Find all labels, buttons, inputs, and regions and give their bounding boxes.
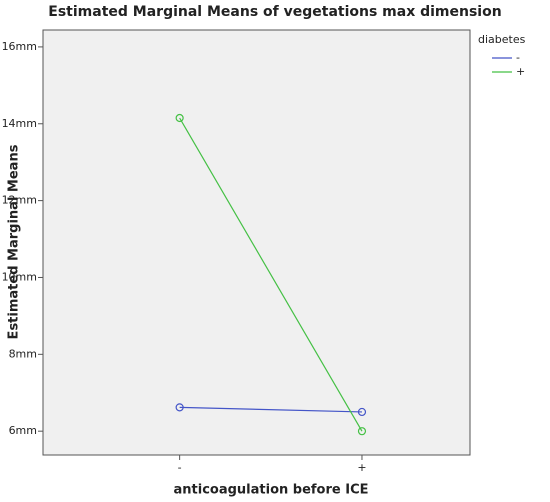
series-line [179,117,363,432]
y-axis-title: Estimated Marginal Means [7,144,22,339]
plot-area [42,29,471,456]
point [175,403,184,412]
point [357,427,367,436]
x-tick-label: + [357,461,366,474]
y-tick-label: 6mm [9,424,37,437]
y-tick-label: 16mm [2,40,37,53]
y-tick-label: 12mm [2,194,37,207]
x-axis-title: anticoagulation before ICE [174,483,369,498]
y-tick-label: 10mm [2,270,37,283]
point [175,113,184,123]
legend-title: diabetes [478,33,526,46]
x-tick-label: - [178,461,182,474]
y-tick-label: 14mm [2,117,37,130]
y-tick-label: 8mm [9,347,37,360]
legend-label: + [516,65,525,78]
legend-label: - [516,51,520,64]
series-line [179,406,362,413]
point [357,407,367,417]
chart-title: Estimated Marginal Means of vegetations … [48,4,501,20]
